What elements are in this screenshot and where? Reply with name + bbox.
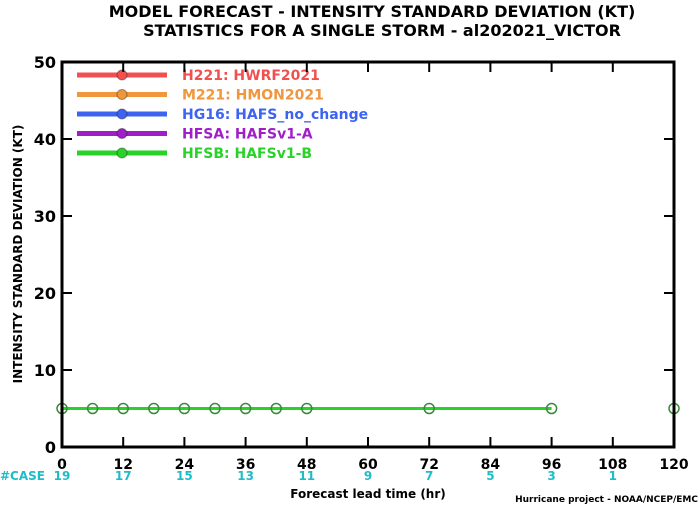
legend-marker (116, 108, 128, 120)
x-tick-label: 48 (297, 457, 316, 473)
legend-label: M221: HMON2021 (182, 88, 324, 104)
case-count: 17 (115, 469, 132, 483)
legend-label: HFSA: HAFSv1-A (182, 127, 313, 143)
x-tick-label: 108 (598, 457, 627, 473)
y-axis-label: INTENSITY STANDARD DEVIATION (KT) (11, 125, 25, 384)
legend-marker (116, 147, 128, 159)
x-tick-label: 0 (57, 457, 67, 473)
data-point (545, 402, 558, 415)
x-axis-label: Forecast lead time (hr) (290, 487, 446, 501)
case-count: 19 (54, 469, 71, 483)
case-count: 13 (237, 469, 254, 483)
data-point (178, 402, 191, 415)
legend-marker (116, 128, 128, 139)
x-tick-label: 120 (659, 457, 688, 473)
data-point (117, 402, 129, 415)
case-count: 3 (547, 469, 555, 483)
legend-label: HG16: HAFS_no_change (182, 107, 368, 123)
y-tick-label: 30 (34, 207, 56, 226)
case-count: 1 (609, 469, 617, 483)
legend-marker (116, 89, 128, 100)
legend-label: HFSB: HAFSv1-B (182, 146, 312, 162)
data-point (86, 402, 99, 415)
chart-title: MODEL FORECAST - INTENSITY STANDARD DEVI… (109, 2, 636, 21)
data-point (239, 402, 252, 415)
data-point (209, 402, 221, 415)
case-count: 9 (364, 469, 372, 483)
chart-subtitle: STATISTICS FOR A SINGLE STORM - al202021… (143, 21, 621, 40)
x-tick-label: 96 (542, 457, 561, 473)
legend-marker (116, 69, 128, 81)
x-tick-label: 60 (358, 457, 378, 473)
y-tick-label: 50 (34, 53, 56, 72)
data-point (301, 402, 313, 415)
case-row-label: #CASE (0, 469, 45, 483)
y-tick-label: 20 (34, 284, 56, 303)
case-count: 5 (486, 469, 494, 483)
data-point (148, 402, 160, 415)
case-count: 7 (425, 469, 433, 483)
legend: H221: HWRF2021 M221: HMON2021 HG16: HAFS_n… (77, 68, 368, 162)
x-tick-label: 36 (236, 457, 255, 473)
x-tick-label: 72 (419, 457, 438, 473)
case-counts: 19 17 15 13 11 9 7 5 3 1 (54, 469, 617, 483)
y-tick-label: 10 (34, 361, 56, 380)
data-point (270, 402, 282, 415)
data-point (423, 402, 435, 415)
plot-area (56, 402, 680, 415)
y-tick-label: 40 (34, 130, 56, 149)
y-axis: 0 10 20 30 40 50 (34, 53, 674, 457)
x-tick-label: 12 (113, 457, 132, 473)
x-axis: 0 12 24 36 48 60 72 84 96 108 120 (57, 62, 689, 473)
x-tick-label: 24 (175, 457, 195, 473)
y-tick-label: 0 (45, 438, 56, 457)
x-tick-label: 84 (481, 457, 501, 473)
case-count: 11 (298, 469, 315, 483)
legend-label: H221: HWRF2021 (182, 68, 320, 84)
case-count: 15 (176, 469, 193, 483)
credit-text: Hurricane project - NOAA/NCEP/EMC (515, 495, 698, 505)
